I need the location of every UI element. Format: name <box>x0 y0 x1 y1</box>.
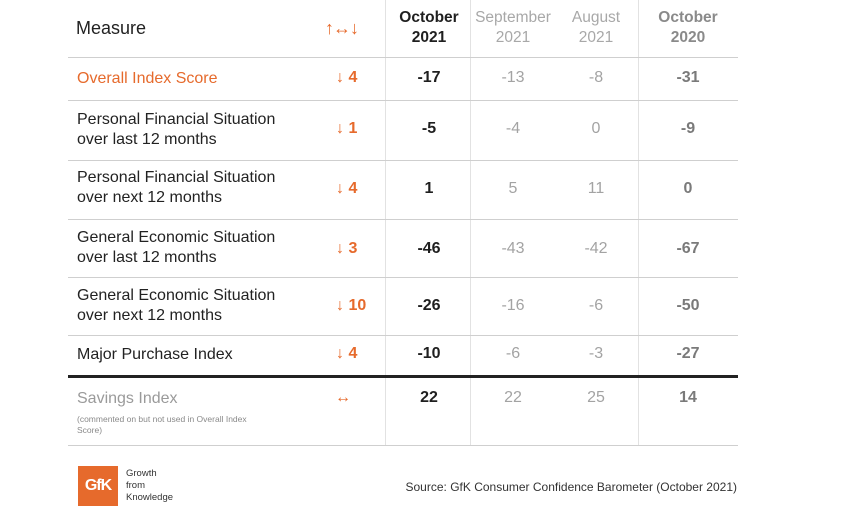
table-cell: -3 <box>588 345 604 362</box>
table-cell: -46 <box>417 240 441 257</box>
row-divider <box>68 100 738 101</box>
column-divider <box>385 0 386 446</box>
table-cell: -6 <box>588 297 604 314</box>
tagline-line: from <box>126 480 145 491</box>
savings-index-note: (commented on but not used in Overall In… <box>77 414 247 435</box>
table-cell: 0 <box>683 180 693 197</box>
column-header-aug-2021: August 2021 <box>551 8 641 48</box>
column-header-line: October <box>658 9 718 26</box>
change-indicator: ↓ 1 <box>336 120 358 137</box>
change-indicator: ↔ <box>335 389 351 406</box>
column-header-line: 2021 <box>495 29 531 46</box>
column-header-line: 2021 <box>411 29 447 46</box>
column-header-line: October <box>399 9 459 26</box>
source-note: Source: GfK Consumer Confidence Baromete… <box>405 480 738 494</box>
row-label-line: over last 12 months <box>77 131 217 148</box>
table-cell: -4 <box>505 120 521 137</box>
table-cell: -16 <box>501 297 525 314</box>
row-label-line: General Economic Situation <box>77 287 276 304</box>
column-divider <box>470 0 471 446</box>
table-cell: 22 <box>504 389 522 406</box>
change-indicator: ↓ 4 <box>336 180 358 197</box>
row-label-major-purchase: Major Purchase Index <box>77 346 233 363</box>
table-cell: -43 <box>501 240 525 257</box>
table-cell: -31 <box>676 69 700 86</box>
table-cell: 22 <box>420 389 438 406</box>
row-label-line: over last 12 months <box>77 249 217 266</box>
row-label-line: Personal Financial Situation <box>77 169 276 186</box>
row-label-personal-last: Personal Financial Situation over last 1… <box>77 110 275 150</box>
row-divider <box>68 57 738 58</box>
table-cell: 0 <box>591 120 601 137</box>
column-header-sep-2021: September 2021 <box>468 8 558 48</box>
table-cell: 11 <box>587 180 605 197</box>
table-cell: -26 <box>417 297 441 314</box>
column-divider <box>638 0 639 446</box>
row-label-line: General Economic Situation <box>77 229 276 246</box>
table-cell: -9 <box>680 120 696 137</box>
change-indicator: ↓ 10 <box>336 297 367 314</box>
column-header-line: August <box>571 9 621 26</box>
row-divider <box>68 277 738 278</box>
logo-tagline: Growth from Knowledge <box>126 468 173 504</box>
column-header-line: 2021 <box>578 29 614 46</box>
change-indicator: ↓ 4 <box>336 345 358 362</box>
column-header-oct-2021: October 2021 <box>384 8 474 48</box>
table-cell: -50 <box>676 297 700 314</box>
tagline-line: Growth <box>126 468 157 479</box>
row-label-overall-index: Overall Index Score <box>77 70 218 87</box>
change-column-header: ↑↔↓ <box>325 18 359 38</box>
column-header-line: September <box>475 9 551 26</box>
row-divider <box>68 335 738 336</box>
row-label-personal-next: Personal Financial Situation over next 1… <box>77 168 275 208</box>
table-cell: -17 <box>417 69 441 86</box>
row-label-economic-last: General Economic Situation over last 12 … <box>77 228 275 268</box>
measure-column-header: Measure <box>76 18 147 38</box>
row-divider <box>68 445 738 446</box>
table-cell: 14 <box>679 389 697 406</box>
table-cell: -10 <box>417 345 441 362</box>
table-cell: -42 <box>584 240 608 257</box>
tagline-line: Knowledge <box>126 492 174 503</box>
change-indicator: ↓ 4 <box>336 69 358 86</box>
column-header-oct-2020: October 2020 <box>643 8 733 48</box>
row-divider <box>68 160 738 161</box>
row-label-line: Personal Financial Situation <box>77 111 276 128</box>
table-cell: -6 <box>505 345 521 362</box>
table-cell: -13 <box>501 69 525 86</box>
row-divider <box>68 219 738 220</box>
row-label-line: over next 12 months <box>77 307 222 324</box>
table-cell: 1 <box>424 180 434 197</box>
table-cell: -27 <box>676 345 700 362</box>
row-label-savings-index: Savings Index <box>77 390 178 407</box>
column-header-line: 2020 <box>670 29 706 46</box>
table-cell: -5 <box>421 120 437 137</box>
change-indicator: ↓ 3 <box>336 240 358 257</box>
table-cell: -8 <box>588 69 604 86</box>
table-cell: 25 <box>587 389 605 406</box>
gfk-logo: GfK <box>78 466 118 506</box>
table-cell: -67 <box>676 240 700 257</box>
table-cell: 5 <box>508 180 518 197</box>
row-label-economic-next: General Economic Situation over next 12 … <box>77 286 275 326</box>
table-separator <box>68 375 738 378</box>
row-label-line: over next 12 months <box>77 189 222 206</box>
